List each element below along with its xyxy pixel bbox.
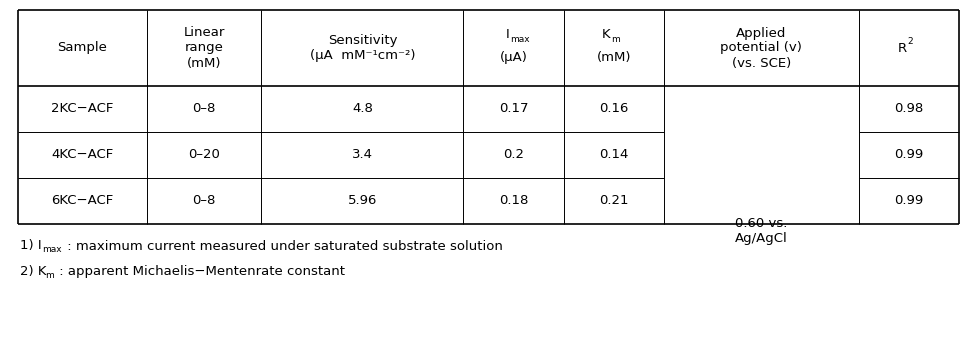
Text: 0–8: 0–8 <box>192 102 216 116</box>
Text: max: max <box>42 244 62 254</box>
Text: R: R <box>898 41 907 55</box>
Text: 5.96: 5.96 <box>348 195 377 207</box>
Text: Applied
potential (v)
(vs. SCE): Applied potential (v) (vs. SCE) <box>720 26 802 69</box>
Text: 0.99: 0.99 <box>894 195 923 207</box>
Text: Sample: Sample <box>58 41 107 55</box>
Text: 2KC−ACF: 2KC−ACF <box>51 102 113 116</box>
Text: max: max <box>511 35 531 44</box>
Text: 1) I: 1) I <box>20 239 42 253</box>
Text: I: I <box>506 28 510 41</box>
Text: 0.21: 0.21 <box>599 195 629 207</box>
Text: 4KC−ACF: 4KC−ACF <box>51 148 113 161</box>
Text: 2: 2 <box>908 38 913 46</box>
Text: (μA): (μA) <box>499 52 528 64</box>
Text: 4.8: 4.8 <box>352 102 373 116</box>
Text: 0.2: 0.2 <box>503 148 524 161</box>
Text: 0.16: 0.16 <box>599 102 629 116</box>
Text: Linear
range
(mM): Linear range (mM) <box>184 26 225 69</box>
Text: 0–8: 0–8 <box>192 195 216 207</box>
Text: 0.14: 0.14 <box>599 148 629 161</box>
Text: : maximum current measured under saturated substrate solution: : maximum current measured under saturat… <box>63 239 503 253</box>
Text: m: m <box>45 271 54 279</box>
Text: 0.60 vs.
Ag/AgCl: 0.60 vs. Ag/AgCl <box>735 217 787 245</box>
Text: m: m <box>611 35 619 44</box>
Text: 0.99: 0.99 <box>894 148 923 161</box>
Text: 0–20: 0–20 <box>189 148 220 161</box>
Text: : apparent Michaelis−Mentenrate constant: : apparent Michaelis−Mentenrate constant <box>55 265 345 279</box>
Text: K: K <box>602 28 610 41</box>
Text: 6KC−ACF: 6KC−ACF <box>51 195 113 207</box>
Text: 0.98: 0.98 <box>894 102 923 116</box>
Text: 0.17: 0.17 <box>499 102 529 116</box>
Text: 2) K: 2) K <box>20 265 47 279</box>
Text: (mM): (mM) <box>597 52 631 64</box>
Text: 3.4: 3.4 <box>352 148 373 161</box>
Text: 0.18: 0.18 <box>499 195 529 207</box>
Text: Sensitivity
(μA  mM⁻¹cm⁻²): Sensitivity (μA mM⁻¹cm⁻²) <box>310 34 415 62</box>
